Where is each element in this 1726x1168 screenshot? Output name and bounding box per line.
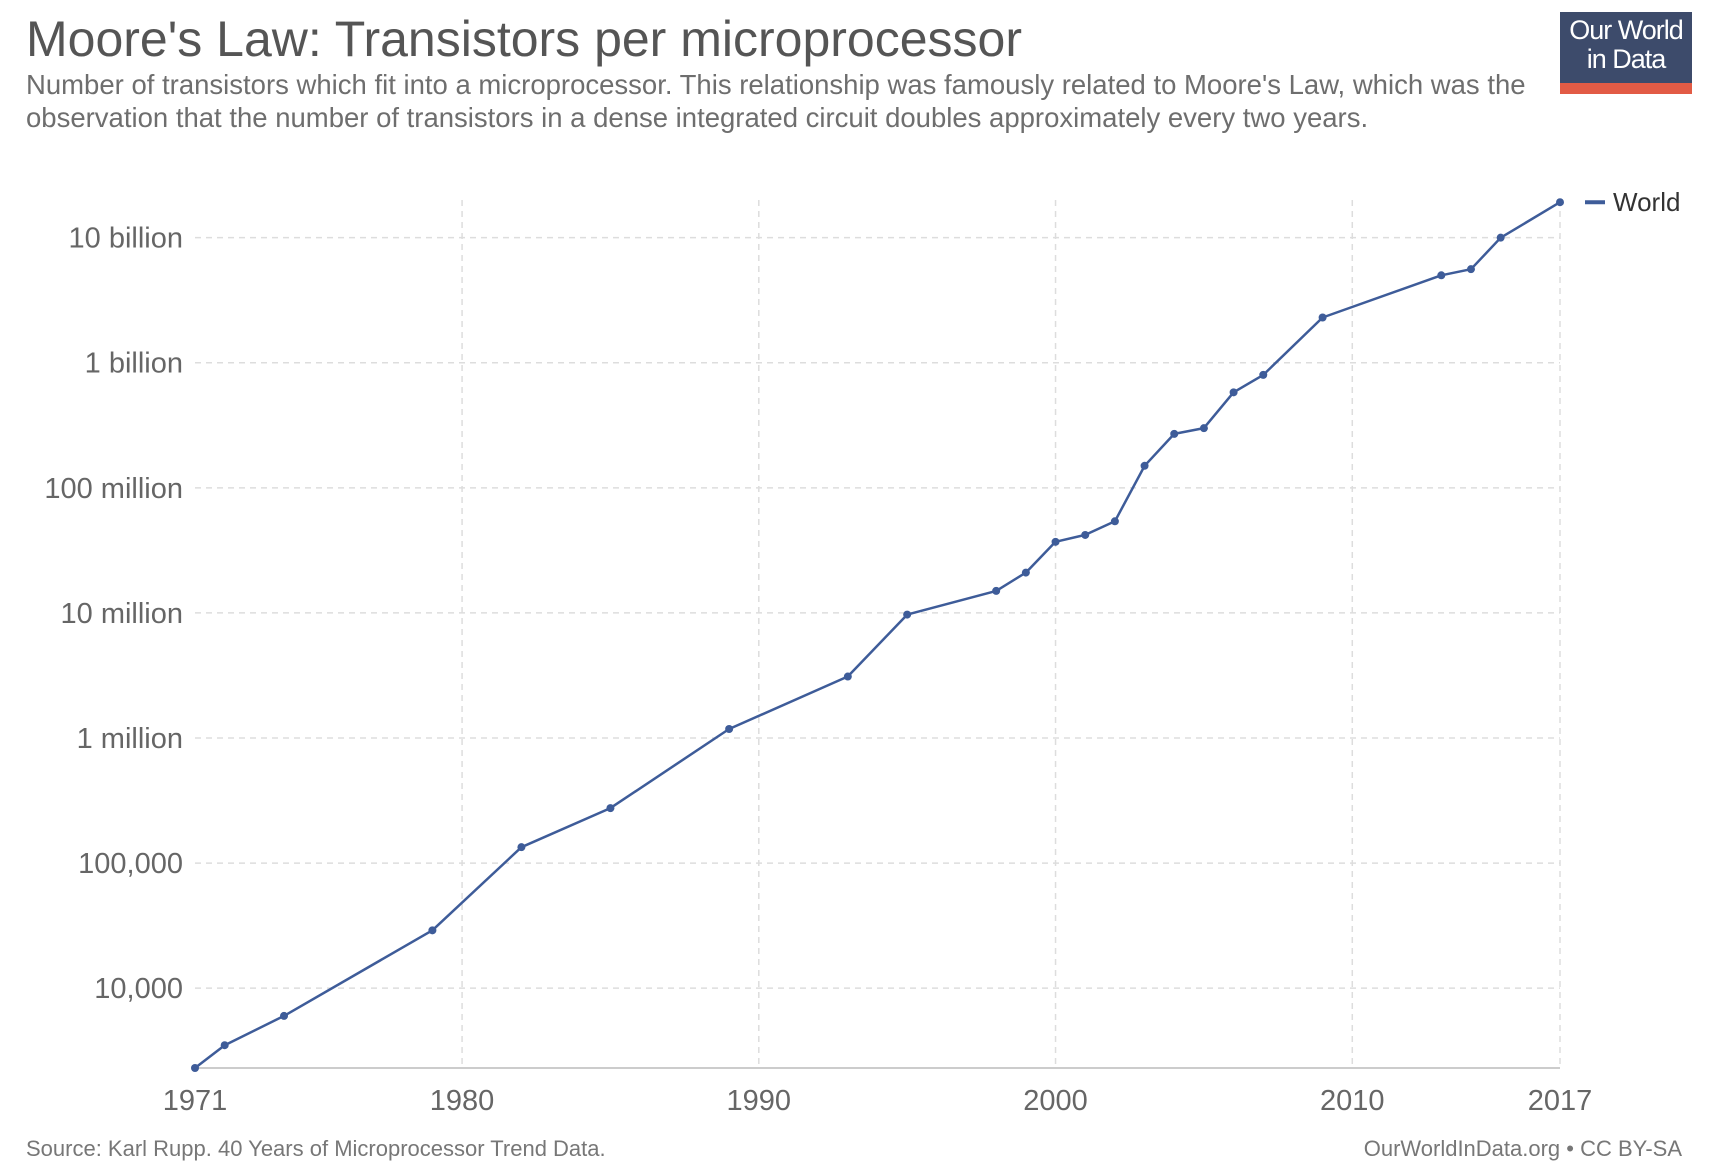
- data-point[interactable]: [1437, 271, 1446, 280]
- data-point[interactable]: [1496, 233, 1505, 242]
- y-tick-label: 1 billion: [85, 348, 183, 380]
- data-point[interactable]: [1170, 429, 1179, 438]
- y-axis-tick-labels: 10,000 100,000 1 million 10 million 100 mill…: [44, 223, 183, 1006]
- data-point[interactable]: [606, 804, 615, 813]
- data-point[interactable]: [280, 1011, 289, 1020]
- data-point[interactable]: [517, 843, 526, 852]
- data-point[interactable]: [1081, 530, 1090, 539]
- grid-lines: [195, 200, 1561, 1069]
- x-tick-label: 2010: [1320, 1085, 1385, 1117]
- x-tick-label: 1980: [430, 1085, 495, 1117]
- series-world: [191, 198, 1564, 1072]
- data-point[interactable]: [843, 672, 852, 681]
- y-tick-label: 10,000: [94, 973, 183, 1005]
- data-point[interactable]: [1021, 568, 1030, 577]
- chart-subtitle: Number of transistors which fit into a m…: [26, 69, 1526, 133]
- logo-accent-bar: [1560, 83, 1692, 94]
- data-point[interactable]: [1466, 265, 1475, 274]
- x-tick-label: 2017: [1528, 1085, 1593, 1117]
- y-tick-label: 10 billion: [69, 223, 183, 255]
- data-point[interactable]: [191, 1064, 199, 1072]
- data-point[interactable]: [1051, 537, 1060, 546]
- chart-title: Moore's Law: Transistors per microproces…: [26, 11, 1022, 67]
- x-tick-label: 2000: [1023, 1085, 1088, 1117]
- data-point[interactable]: [1556, 198, 1564, 207]
- data-point[interactable]: [1229, 388, 1238, 397]
- source-note: Source: Karl Rupp. 40 Years of Microproc…: [26, 1136, 606, 1161]
- owid-logo[interactable]: Our World in Data: [1560, 12, 1692, 94]
- logo-line-1: Our World: [1569, 15, 1684, 45]
- data-point[interactable]: [992, 586, 1001, 595]
- data-point[interactable]: [1199, 424, 1208, 433]
- legend[interactable]: World: [1585, 187, 1680, 217]
- data-point[interactable]: [903, 610, 912, 619]
- y-tick-label: 1 million: [77, 723, 183, 755]
- data-point[interactable]: [1318, 313, 1327, 322]
- data-point[interactable]: [428, 926, 437, 935]
- x-axis-tick-labels: 1971 1980 1990 2000 2010 2017: [163, 1085, 1593, 1117]
- series-line: [194, 201, 1561, 1069]
- line-chart: 10,000 100,000 1 million 10 million 100 mill…: [44, 187, 1680, 1117]
- data-point[interactable]: [220, 1041, 229, 1050]
- logo-text: Our World in Data: [1560, 16, 1692, 74]
- y-tick-label: 100,000: [78, 848, 183, 880]
- license-credit[interactable]: OurWorldInData.org • CC BY-SA: [1363, 1136, 1682, 1161]
- x-tick-label: 1971: [163, 1085, 228, 1117]
- data-point[interactable]: [1140, 461, 1149, 470]
- data-point[interactable]: [1259, 370, 1268, 379]
- y-tick-label: 100 million: [44, 473, 183, 505]
- logo-line-2: in Data: [1586, 44, 1667, 74]
- data-point[interactable]: [725, 725, 734, 734]
- data-point[interactable]: [1110, 517, 1119, 526]
- legend-label[interactable]: World: [1613, 187, 1680, 217]
- y-tick-label: 10 million: [61, 598, 184, 630]
- x-tick-label: 1990: [727, 1085, 792, 1117]
